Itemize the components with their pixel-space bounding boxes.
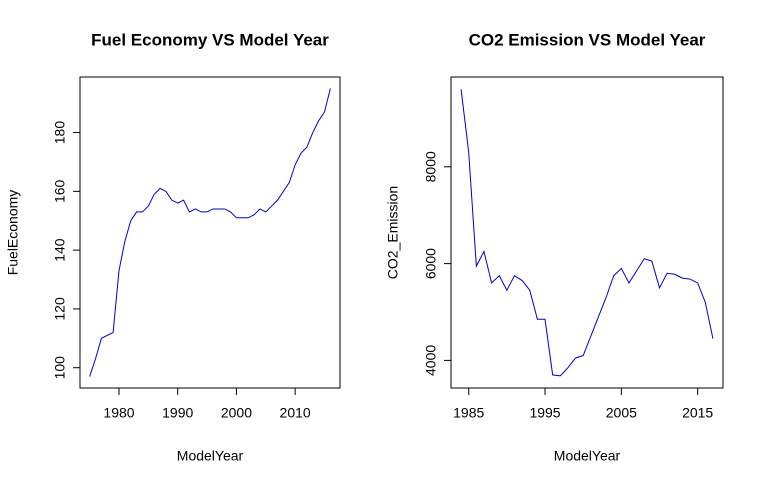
chart-title: Fuel Economy VS Model Year <box>91 30 329 49</box>
y-tick-label: 140 <box>52 238 68 262</box>
y-tick-label: 120 <box>52 297 68 321</box>
y-tick-label: 100 <box>52 356 68 380</box>
x-tick-label: 1985 <box>453 405 484 421</box>
plot-box <box>79 76 341 389</box>
y-tick-label: 180 <box>52 121 68 145</box>
plot-box <box>450 76 724 389</box>
x-tick-label: 1980 <box>103 405 134 421</box>
x-tick-label: 2000 <box>221 405 252 421</box>
data-line <box>460 89 714 377</box>
data-line <box>89 88 331 377</box>
y-tick-label: 6000 <box>423 248 439 279</box>
x-axis-label: ModelYear <box>177 448 244 464</box>
y-tick-label: 160 <box>52 179 68 203</box>
x-axis-label: ModelYear <box>554 448 621 464</box>
x-tick-label: 1995 <box>529 405 560 421</box>
y-axis-label: FuelEconomy <box>5 190 21 276</box>
x-tick-label: 2010 <box>280 405 311 421</box>
y-axis-label: CO2_Emission <box>385 186 401 279</box>
x-tick-label: 2005 <box>606 405 637 421</box>
y-tick-label: 8000 <box>423 151 439 182</box>
x-tick-label: 1990 <box>162 405 193 421</box>
y-tick-label: 4000 <box>423 345 439 376</box>
chart-title: CO2 Emission VS Model Year <box>469 30 706 49</box>
x-tick-label: 2015 <box>682 405 713 421</box>
